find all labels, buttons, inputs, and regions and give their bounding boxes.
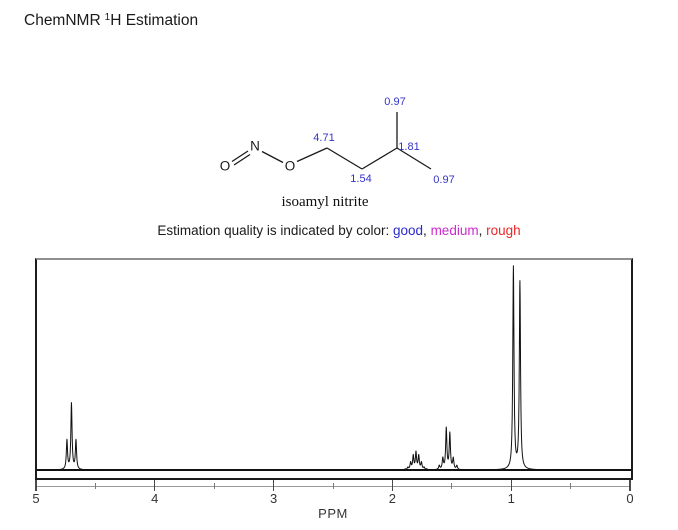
x-axis-tick-label: 5 <box>32 491 40 506</box>
quality-sep-2: , <box>478 223 487 238</box>
x-axis-major-tick <box>510 480 512 491</box>
bond-O-N-double-1 <box>231 150 249 163</box>
bond-group <box>231 112 432 170</box>
atom-label-O2: O <box>285 159 296 174</box>
x-axis-major-tick <box>629 480 631 491</box>
quality-legend: Estimation quality is indicated by color… <box>0 223 678 238</box>
page-title: ChemNMR 1H Estimation <box>24 12 198 30</box>
title-prefix: ChemNMR <box>24 12 101 29</box>
bond-C3-C5 <box>396 147 432 170</box>
x-axis-tick-label: 3 <box>269 491 278 506</box>
shift-label-0-97-top: 0.97 <box>384 96 405 108</box>
x-axis-minor-tick <box>332 483 334 489</box>
shift-label-0-97-bottom: 0.97 <box>433 174 454 186</box>
atom-label-O1: O <box>220 159 231 174</box>
x-axis-title: PPM <box>318 506 348 521</box>
bond-O-N-double-2 <box>233 153 251 166</box>
shift-label-4-71: 4.71 <box>313 132 334 144</box>
x-axis-tick-label: 1 <box>507 491 515 506</box>
x-axis-minor-tick <box>94 483 96 489</box>
x-axis-minor-tick <box>213 483 215 489</box>
x-axis-major-tick <box>35 480 37 491</box>
molecule-structure: O N O 4.71 1.54 1.81 0.97 0.97 <box>220 96 455 186</box>
x-axis-major-tick <box>391 480 394 491</box>
quality-good: good <box>393 223 424 238</box>
title-superscript: 1 <box>104 12 111 23</box>
molecule-name: isoamyl nitrite <box>281 194 369 210</box>
nmr-spectrum <box>36 265 632 471</box>
x-axis-tick-label: 0 <box>626 491 634 506</box>
quality-sep-1: , <box>423 223 431 238</box>
bond-C2-C3 <box>361 147 398 170</box>
quality-legend-prefix: Estimation quality is indicated by color… <box>157 223 393 238</box>
quality-medium: medium <box>430 223 479 238</box>
bond-O-C1 <box>296 147 328 163</box>
bond-N-O <box>261 150 284 164</box>
x-axis: 5 4 3 2 1 0 PPM <box>32 480 636 528</box>
shift-label-1-81: 1.81 <box>398 141 419 153</box>
x-axis-minor-tick <box>451 483 453 489</box>
x-axis-major-tick <box>273 480 275 491</box>
bond-C1-C2 <box>326 147 363 170</box>
spectrum-trace <box>36 265 632 471</box>
spectrum-plot-frame <box>35 258 633 480</box>
x-axis-major-tick <box>154 480 156 491</box>
atom-label-N: N <box>250 139 260 154</box>
x-axis-tick-label: 4 <box>151 491 159 506</box>
shift-label-1-54: 1.54 <box>350 173 371 185</box>
quality-rough: rough <box>486 223 521 238</box>
x-axis-minor-tick <box>570 483 572 489</box>
x-axis-tick-label: 2 <box>388 491 396 506</box>
title-suffix: H Estimation <box>110 12 199 29</box>
